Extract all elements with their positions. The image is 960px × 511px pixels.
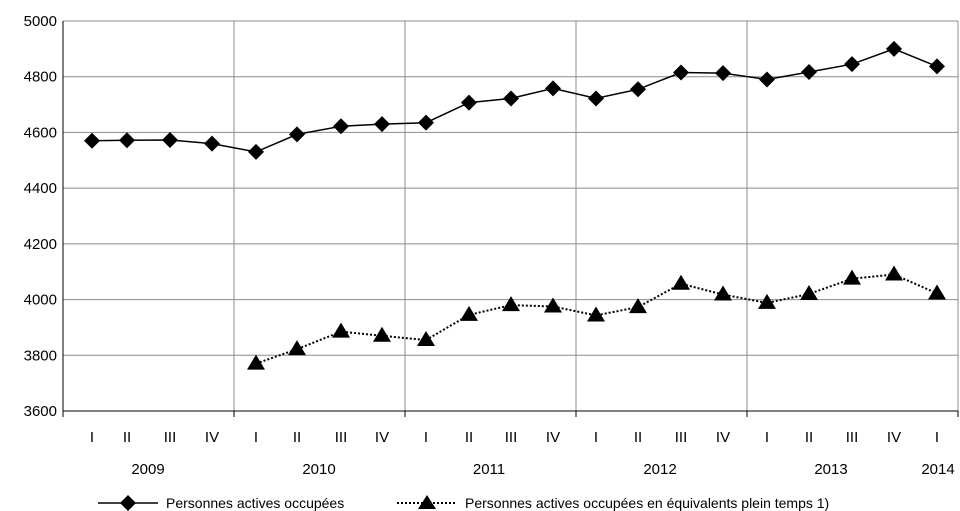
x-year-label: 2010 [302, 461, 335, 478]
data-point-diamond [162, 131, 178, 148]
x-year-label: 2009 [131, 461, 164, 478]
y-tick-label: 4000 [24, 292, 57, 309]
x-category-label: I [424, 429, 428, 446]
data-point-diamond [630, 81, 646, 98]
x-year-label: 2014 [921, 461, 954, 478]
y-tick-label: 3600 [24, 403, 57, 420]
x-category-label: III [164, 429, 177, 446]
y-axis-ticks: 3600 3800 4000 4200 4400 4600 4800 5000 [24, 13, 57, 420]
data-point-diamond [289, 126, 305, 143]
data-point-triangle [332, 322, 350, 338]
x-year-label: 2013 [814, 461, 847, 478]
data-point-triangle [758, 293, 776, 309]
series-group [84, 40, 946, 370]
data-point-triangle [460, 305, 478, 321]
series-2 [247, 265, 946, 370]
data-point-diamond [759, 71, 775, 88]
data-point-diamond [801, 63, 817, 80]
data-point-diamond [929, 58, 945, 75]
x-axis-quarter-labels: I II III IV I II III IV I II III IV I II III IV I II III IV… [90, 429, 939, 446]
data-point-diamond [204, 135, 220, 152]
x-category-label: IV [205, 429, 219, 446]
y-tick-label: 3800 [24, 347, 57, 364]
x-category-label: IV [375, 429, 389, 446]
data-point-diamond [715, 65, 731, 82]
data-point-triangle [544, 297, 562, 313]
data-point-triangle [629, 298, 647, 314]
x-category-label: III [505, 429, 518, 446]
data-point-triangle [885, 265, 903, 281]
data-point-diamond [673, 64, 689, 81]
plot-axes [62, 21, 959, 417]
data-point-triangle [247, 354, 265, 370]
x-category-label: I [90, 429, 94, 446]
data-point-diamond [248, 143, 264, 160]
y-tick-label: 4200 [24, 236, 57, 253]
y-tick-label: 4600 [24, 124, 57, 141]
x-category-label: IV [716, 429, 730, 446]
x-category-label: I [254, 429, 258, 446]
x-category-label: I [935, 429, 939, 446]
data-point-triangle [672, 274, 690, 290]
legend-label-2: Personnes actives occupées en équivalent… [465, 495, 829, 511]
x-category-label: II [123, 429, 131, 446]
legend-label-1: Personnes actives occupées [166, 495, 344, 511]
x-axis-year-labels: 2009 2010 2011 2012 2013 2014 [131, 461, 954, 478]
x-category-label: II [634, 429, 642, 446]
x-category-label: II [805, 429, 813, 446]
legend-swatch-marker-1 [120, 495, 136, 511]
data-point-diamond [119, 132, 135, 149]
y-tick-label: 4800 [24, 69, 57, 86]
x-category-label: I [594, 429, 598, 446]
x-category-label: IV [546, 429, 560, 446]
legend-item-1: Personnes actives occupées [98, 495, 344, 511]
data-point-diamond [503, 90, 519, 107]
data-point-triangle [714, 285, 732, 301]
data-point-diamond [84, 132, 100, 149]
plot-grid [62, 20, 959, 412]
x-category-label: II [465, 429, 473, 446]
x-category-label: III [675, 429, 688, 446]
legend-swatch-marker-2 [418, 495, 436, 509]
data-point-triangle [288, 340, 306, 356]
data-point-triangle [587, 306, 605, 322]
data-point-diamond [844, 56, 860, 73]
data-point-triangle [417, 330, 435, 346]
data-point-diamond [588, 90, 604, 107]
data-point-triangle [928, 284, 946, 300]
data-point-triangle [843, 269, 861, 285]
x-category-label: I [765, 429, 769, 446]
x-category-label: IV [887, 429, 901, 446]
data-point-diamond [545, 80, 561, 97]
x-category-label: II [293, 429, 301, 446]
x-year-label: 2012 [643, 461, 676, 478]
data-point-diamond [886, 40, 902, 57]
data-point-diamond [374, 116, 390, 133]
y-tick-label: 5000 [24, 13, 57, 30]
x-category-label: III [335, 429, 348, 446]
legend: Personnes actives occupées Personnes act… [98, 495, 829, 511]
legend-item-2: Personnes actives occupées en équivalent… [397, 495, 829, 511]
data-point-diamond [418, 114, 434, 131]
x-year-label: 2011 [473, 461, 505, 478]
y-tick-label: 4400 [24, 180, 57, 197]
data-point-triangle [502, 296, 520, 312]
x-category-label: III [846, 429, 859, 446]
data-point-triangle [800, 285, 818, 300]
data-point-triangle [373, 326, 391, 342]
series-1 [84, 40, 945, 160]
data-point-diamond [333, 118, 349, 135]
series-line-2 [255, 273, 938, 365]
data-point-diamond [461, 94, 477, 111]
